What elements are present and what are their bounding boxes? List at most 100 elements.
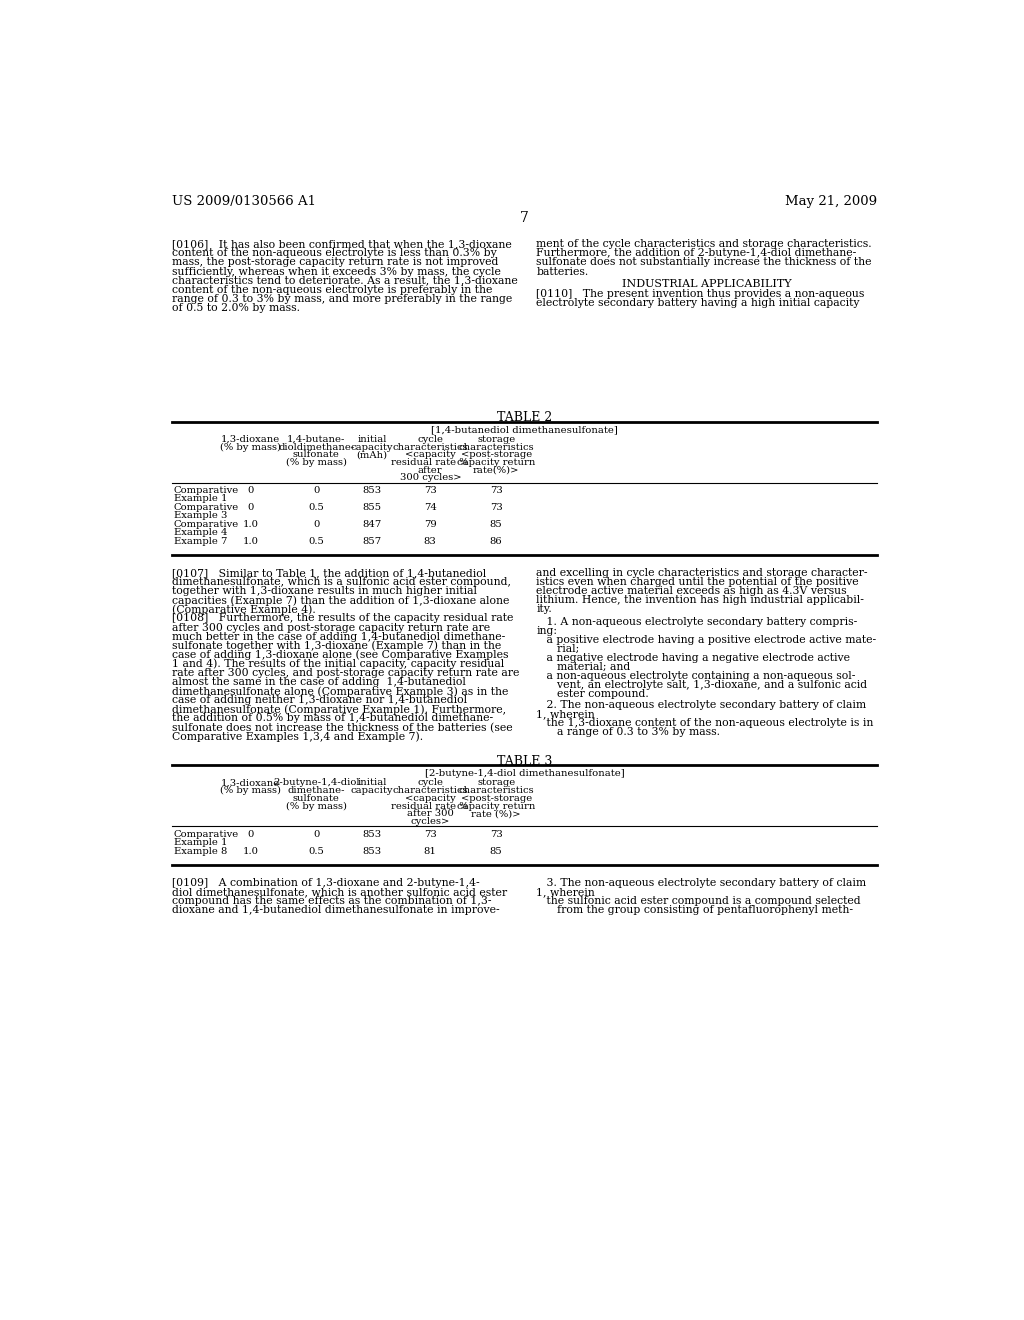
Text: case of adding neither 1,3-dioxane nor 1,4-butanediol: case of adding neither 1,3-dioxane nor 1… [172, 696, 467, 705]
Text: and excelling in cycle characteristics and storage character-: and excelling in cycle characteristics a… [537, 568, 868, 578]
Text: ester compound.: ester compound. [537, 689, 649, 700]
Text: 1.0: 1.0 [243, 537, 258, 546]
Text: 1,4-butane-: 1,4-butane- [287, 434, 345, 444]
Text: rate(%)>: rate(%)> [473, 466, 519, 475]
Text: 0: 0 [247, 830, 254, 840]
Text: dimethanesulfonate alone (Comparative Example 3) as in the: dimethanesulfonate alone (Comparative Ex… [172, 686, 509, 697]
Text: characteristics: characteristics [392, 442, 468, 451]
Text: capacity return: capacity return [457, 458, 536, 467]
Text: rate (%)>: rate (%)> [471, 809, 521, 818]
Text: characteristics: characteristics [392, 787, 468, 795]
Text: almost the same in the case of adding  1,4-butanediol: almost the same in the case of adding 1,… [172, 677, 466, 688]
Text: Comparative: Comparative [174, 487, 239, 495]
Text: 0: 0 [247, 503, 254, 512]
Text: characteristics: characteristics [459, 442, 534, 451]
Text: 1,3-dioxane: 1,3-dioxane [221, 779, 281, 788]
Text: together with 1,3-dioxane results in much higher initial: together with 1,3-dioxane results in muc… [172, 586, 477, 597]
Text: (% by mass): (% by mass) [286, 801, 347, 810]
Text: after 300 cycles and post-storage capacity return rate are: after 300 cycles and post-storage capaci… [172, 623, 490, 632]
Text: dimethane-: dimethane- [288, 787, 345, 795]
Text: 3. The non-aqueous electrolyte secondary battery of claim: 3. The non-aqueous electrolyte secondary… [537, 878, 866, 888]
Text: 847: 847 [362, 520, 382, 529]
Text: storage: storage [477, 779, 515, 788]
Text: 853: 853 [362, 847, 382, 855]
Text: range of 0.3 to 3% by mass, and more preferably in the range: range of 0.3 to 3% by mass, and more pre… [172, 294, 512, 304]
Text: 73: 73 [489, 503, 503, 512]
Text: 1. A non-aqueous electrolyte secondary battery compris-: 1. A non-aqueous electrolyte secondary b… [537, 616, 858, 627]
Text: sufficiently, whereas when it exceeds 3% by mass, the cycle: sufficiently, whereas when it exceeds 3%… [172, 267, 501, 276]
Text: much better in the case of adding 1,4-butanediol dimethane-: much better in the case of adding 1,4-bu… [172, 632, 506, 642]
Text: a non-aqueous electrolyte containing a non-aqueous sol-: a non-aqueous electrolyte containing a n… [537, 671, 856, 681]
Text: a positive electrode having a positive electrode active mate-: a positive electrode having a positive e… [537, 635, 877, 644]
Text: sulfonate does not increase the thickness of the batteries (see: sulfonate does not increase the thicknes… [172, 722, 513, 733]
Text: 1,3-dioxane: 1,3-dioxane [221, 434, 281, 444]
Text: 79: 79 [424, 520, 436, 529]
Text: Example 7: Example 7 [174, 537, 227, 546]
Text: sulfonate together with 1,3-dioxane (Example 7) than in the: sulfonate together with 1,3-dioxane (Exa… [172, 640, 502, 651]
Text: Example 1: Example 1 [174, 838, 227, 846]
Text: of 0.5 to 2.0% by mass.: of 0.5 to 2.0% by mass. [172, 302, 300, 313]
Text: 81: 81 [424, 847, 436, 855]
Text: ing:: ing: [537, 626, 557, 636]
Text: residual rate %: residual rate % [391, 458, 469, 467]
Text: ity.: ity. [537, 605, 552, 614]
Text: [1,4-butanediol dimethanesulfonate]: [1,4-butanediol dimethanesulfonate] [431, 425, 618, 434]
Text: Example 4: Example 4 [174, 528, 227, 537]
Text: 0.5: 0.5 [308, 503, 325, 512]
Text: [0110]   The present invention thus provides a non-aqueous: [0110] The present invention thus provid… [537, 289, 865, 300]
Text: the addition of 0.5% by mass of 1,4-butanediol dimethane-: the addition of 0.5% by mass of 1,4-buta… [172, 713, 494, 723]
Text: 0.5: 0.5 [308, 537, 325, 546]
Text: Comparative: Comparative [174, 520, 239, 529]
Text: 1.0: 1.0 [243, 847, 258, 855]
Text: US 2009/0130566 A1: US 2009/0130566 A1 [172, 194, 316, 207]
Text: initial: initial [357, 434, 387, 444]
Text: sulfonate does not substantially increase the thickness of the: sulfonate does not substantially increas… [537, 257, 871, 268]
Text: cycles>: cycles> [411, 817, 450, 826]
Text: istics even when charged until the potential of the positive: istics even when charged until the poten… [537, 577, 859, 587]
Text: (mAh): (mAh) [356, 450, 388, 459]
Text: 73: 73 [424, 830, 436, 840]
Text: [0106]   It has also been confirmed that when the 1,3-dioxane: [0106] It has also been confirmed that w… [172, 239, 512, 249]
Text: characteristics: characteristics [459, 787, 534, 795]
Text: <capacity: <capacity [404, 793, 456, 803]
Text: batteries.: batteries. [537, 267, 589, 276]
Text: dimethanesulfonate (Comparative Example 1). Furthermore,: dimethanesulfonate (Comparative Example … [172, 705, 506, 715]
Text: vent, an electrolyte salt, 1,3-dioxane, and a sulfonic acid: vent, an electrolyte salt, 1,3-dioxane, … [537, 680, 867, 690]
Text: TABLE 2: TABLE 2 [498, 411, 552, 424]
Text: content of the non-aqueous electrolyte is preferably in the: content of the non-aqueous electrolyte i… [172, 285, 493, 294]
Text: rial;: rial; [537, 644, 580, 653]
Text: mass, the post-storage capacity return rate is not improved: mass, the post-storage capacity return r… [172, 257, 499, 268]
Text: 853: 853 [362, 487, 382, 495]
Text: a range of 0.3 to 3% by mass.: a range of 0.3 to 3% by mass. [537, 727, 721, 737]
Text: (% by mass): (% by mass) [220, 787, 281, 795]
Text: 1.0: 1.0 [243, 520, 258, 529]
Text: Example 1: Example 1 [174, 494, 227, 503]
Text: Comparative: Comparative [174, 830, 239, 840]
Text: after 300: after 300 [407, 809, 454, 818]
Text: Furthermore, the addition of 2-butyne-1,4-diol dimethane-: Furthermore, the addition of 2-butyne-1,… [537, 248, 857, 259]
Text: 1 and 4). The results of the initial capacity, capacity residual: 1 and 4). The results of the initial cap… [172, 659, 505, 669]
Text: diol dimethanesulfonate, which is another sulfonic acid ester: diol dimethanesulfonate, which is anothe… [172, 887, 507, 896]
Text: from the group consisting of pentafluorophenyl meth-: from the group consisting of pentafluoro… [537, 906, 853, 915]
Text: dioldimethane-: dioldimethane- [279, 442, 354, 451]
Text: sulfonate: sulfonate [293, 450, 340, 459]
Text: 73: 73 [489, 487, 503, 495]
Text: content of the non-aqueous electrolyte is less than 0.3% by: content of the non-aqueous electrolyte i… [172, 248, 497, 259]
Text: <post-storage: <post-storage [461, 793, 531, 803]
Text: (Comparative Example 4).: (Comparative Example 4). [172, 605, 316, 615]
Text: [2-butyne-1,4-diol dimethanesulfonate]: [2-butyne-1,4-diol dimethanesulfonate] [425, 770, 625, 779]
Text: cycle: cycle [417, 779, 443, 788]
Text: 855: 855 [362, 503, 382, 512]
Text: 853: 853 [362, 830, 382, 840]
Text: storage: storage [477, 434, 515, 444]
Text: the sulfonic acid ester compound is a compound selected: the sulfonic acid ester compound is a co… [537, 896, 861, 906]
Text: compound has the same effects as the combination of 1,3-: compound has the same effects as the com… [172, 896, 492, 906]
Text: 74: 74 [424, 503, 436, 512]
Text: 7: 7 [520, 211, 529, 224]
Text: [0107]   Similar to Table 1, the addition of 1,4-butanediol: [0107] Similar to Table 1, the addition … [172, 568, 486, 578]
Text: characteristics tend to deteriorate. As a result, the 1,3-dioxane: characteristics tend to deteriorate. As … [172, 276, 518, 285]
Text: INDUSTRIAL APPLICABILITY: INDUSTRIAL APPLICABILITY [623, 279, 792, 289]
Text: <post-storage: <post-storage [461, 450, 531, 459]
Text: a negative electrode having a negative electrode active: a negative electrode having a negative e… [537, 653, 850, 663]
Text: 0: 0 [313, 520, 319, 529]
